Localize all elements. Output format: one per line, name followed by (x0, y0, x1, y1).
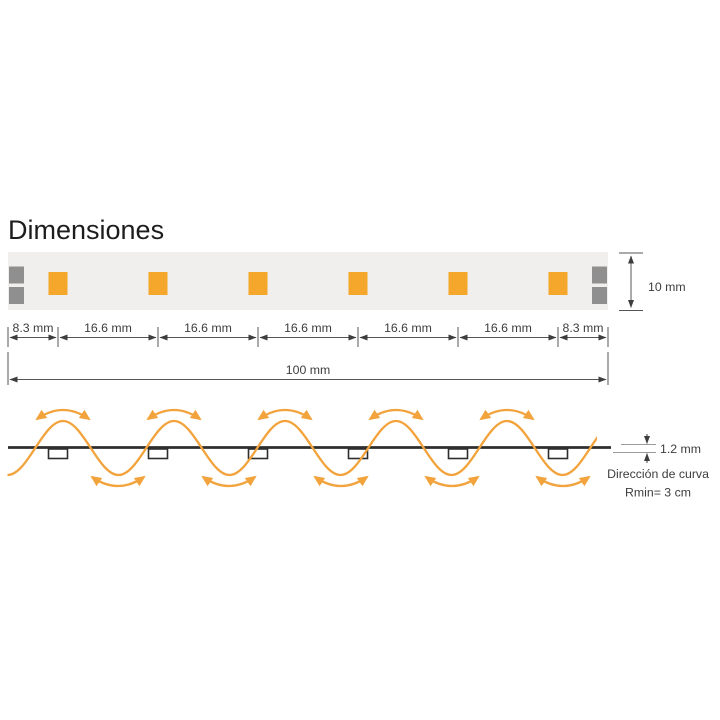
solder-pad (592, 287, 607, 304)
segment-label: 16.6 mm (84, 321, 132, 335)
bend-direction-label: Dirección de curva (607, 467, 709, 481)
strip-top-view (8, 252, 608, 310)
page-title: Dimensiones (8, 215, 165, 245)
led-chip (148, 272, 168, 295)
bend-side-view: 1.2 mm Dirección de curva Rmin= 3 cm (7, 408, 709, 500)
bend-arrow-down (201, 475, 257, 488)
bend-arrow-down (424, 475, 480, 488)
width-dimension (619, 252, 643, 311)
total-length-label: 100 mm (286, 363, 330, 377)
width-label: 10 mm (648, 280, 686, 294)
min-radius-label: Rmin= 3 cm (625, 486, 691, 500)
led-chip-side (347, 448, 369, 460)
solder-pad (592, 266, 607, 284)
bend-arrow-up (257, 408, 313, 421)
strip-body (8, 252, 608, 310)
led-chip-side (247, 448, 269, 460)
led-chip-side (547, 448, 569, 460)
solder-pad (9, 266, 24, 284)
segment-label: 16.6 mm (384, 321, 432, 335)
solder-pad (9, 287, 24, 304)
segment-label: 16.6 mm (484, 321, 532, 335)
bend-arrow-up (35, 408, 91, 421)
bend-arrow-down (90, 475, 146, 488)
led-chip-side (447, 448, 469, 460)
segment-dimensions (7, 327, 609, 347)
led-chip (348, 272, 368, 295)
bend-arrow-up (146, 408, 202, 421)
segment-label: 16.6 mm (284, 321, 332, 335)
led-chip (448, 272, 468, 295)
segment-label: 8.3 mm (563, 321, 604, 335)
segment-label: 8.3 mm (13, 321, 54, 335)
bend-arrow-down (313, 475, 369, 488)
led-chip (248, 272, 268, 295)
led-chip-side (47, 448, 69, 460)
segment-label: 16.6 mm (184, 321, 232, 335)
led-chip (48, 272, 68, 295)
bend-curve (7, 419, 597, 477)
bend-arrow-up (368, 408, 424, 421)
thickness-label: 1.2 mm (660, 442, 701, 456)
led-chip (548, 272, 568, 295)
led-chip-side (147, 448, 169, 460)
segment-dimension-labels: 8.3 mm 16.6 mm 16.6 mm 16.6 mm 16.6 mm 1… (13, 321, 604, 335)
bend-arrow-down (535, 475, 591, 488)
total-length-dimension (7, 352, 609, 385)
bend-arrow-up (479, 408, 535, 421)
